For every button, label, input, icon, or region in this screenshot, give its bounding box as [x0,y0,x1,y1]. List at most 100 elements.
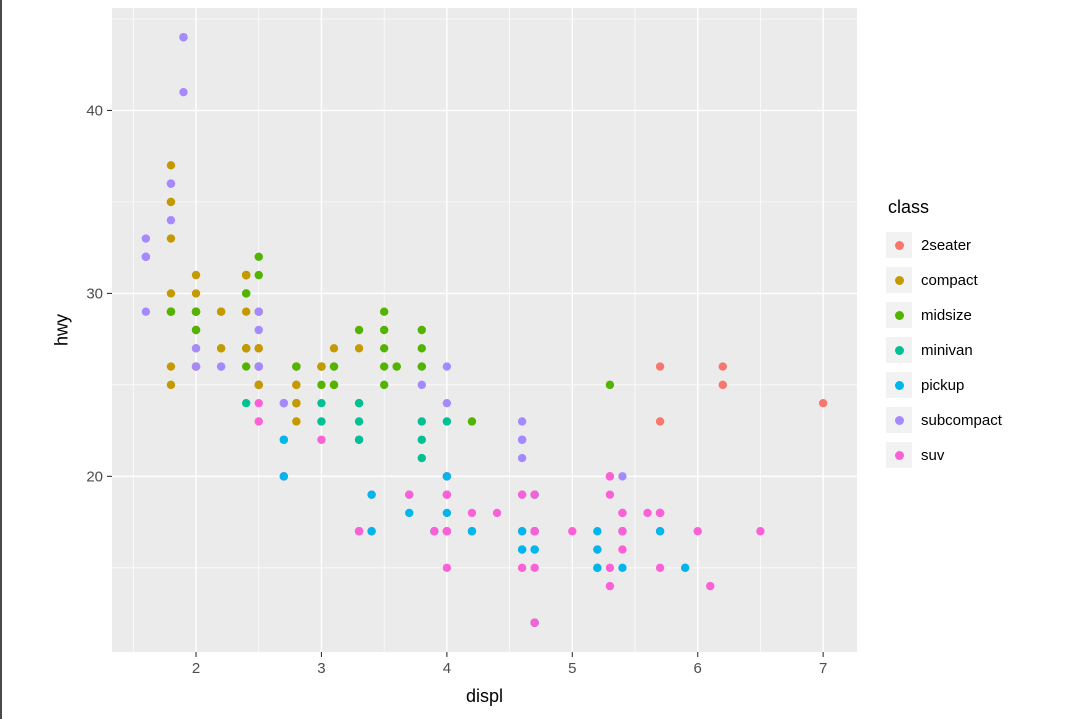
data-point [379,307,389,316]
data-point [191,362,201,371]
data-point [517,563,527,573]
data-point [530,618,539,627]
data-point [655,362,665,371]
data-point [166,161,176,170]
data-point [242,362,251,371]
data-point [317,417,326,426]
legend-key-swatch [886,407,912,433]
data-point [242,289,251,298]
data-point [517,490,527,499]
data-point [467,417,477,426]
data-point [655,563,665,573]
data-point [216,362,226,371]
data-point [405,490,414,499]
data-point [166,234,176,243]
data-point [568,527,577,536]
data-point [254,344,263,353]
data-point [818,398,828,408]
legend-label: pickup [921,376,965,394]
data-point [379,325,389,335]
legend-label: subcompact [921,411,1002,429]
data-point [530,490,539,499]
data-point [254,252,263,262]
data-point [254,307,263,316]
legend-item-suv: suv [886,442,1056,468]
data-point [292,380,301,390]
legend-label: suv [921,446,945,464]
data-point [279,472,289,481]
data-point [254,362,263,371]
data-point [317,380,326,390]
data-point [367,527,376,536]
legend-key-swatch [886,372,912,398]
data-point [179,33,188,42]
legend-dot-icon [894,240,904,250]
y-tick-label: 40 [86,102,103,119]
data-point [242,398,251,408]
x-tick-label: 7 [819,660,827,677]
data-point [379,344,389,353]
y-tick-label: 20 [86,468,103,485]
legend-dot-icon [894,275,904,285]
data-point [242,307,251,316]
y-tick-label: 30 [86,285,103,302]
data-point [191,289,201,298]
data-point [279,398,289,408]
data-point [530,545,539,554]
data-point [442,398,452,408]
data-point [593,563,602,573]
data-point [593,545,602,554]
data-point [329,362,339,371]
legend-label: midsize [921,306,972,324]
data-point [166,289,176,298]
data-point [756,527,765,536]
data-point [379,380,389,390]
data-point [618,563,627,573]
legend-dot-icon [894,310,904,320]
legend-label: minivan [921,341,973,359]
data-point [279,435,289,444]
data-point [166,197,176,207]
data-point [618,472,627,481]
data-point [605,581,615,591]
data-point [242,270,251,280]
data-point [605,380,615,390]
data-point [179,87,188,97]
x-tick-label: 2 [192,660,200,677]
data-point [517,435,527,444]
legend-item-compact: compact [886,267,1056,293]
data-point [517,417,527,426]
data-point [191,325,201,335]
legend-item-subcompact: subcompact [886,407,1056,433]
legend-label: 2seater [921,236,972,254]
data-point [254,398,263,408]
plot-panel [112,8,857,652]
data-point [141,252,151,262]
data-point [467,527,477,536]
data-point [442,362,452,371]
x-tick-label: 4 [443,660,451,677]
data-point [329,380,339,390]
data-point [166,380,176,390]
legend: class 2seater compact midsize minivan pickup… [886,197,1056,477]
data-point [618,508,627,518]
legend-dot-icon [894,450,904,460]
data-point [655,508,665,518]
data-point [643,508,652,518]
data-point [467,508,477,518]
data-point [141,234,151,243]
data-point [618,545,627,554]
data-point [680,563,690,573]
legend-label: compact [921,271,978,289]
data-point [618,527,627,536]
data-point [379,362,389,371]
data-point [530,527,539,536]
data-point [191,307,201,316]
x-tick-label: 6 [694,660,702,677]
data-point [655,417,665,426]
data-point [706,581,715,591]
data-point [605,563,615,573]
data-point [191,344,201,353]
data-point [405,508,414,518]
